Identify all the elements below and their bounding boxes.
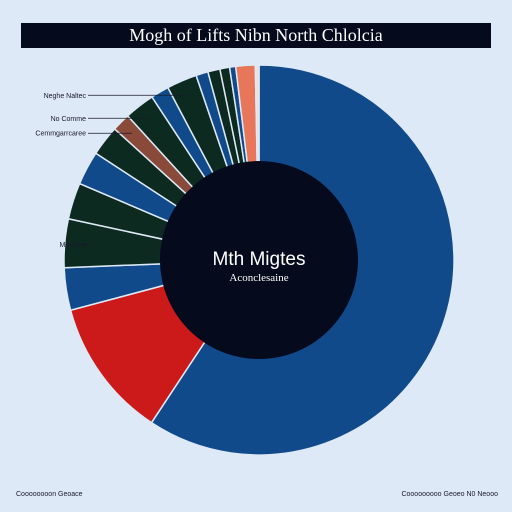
footer-left-note: Coooooooon Geoace	[16, 491, 83, 498]
slice-label-8: No Comme	[51, 116, 87, 123]
slice-label-10: Neghe Naltec	[44, 93, 87, 100]
center-title: Mth Migtes	[213, 249, 306, 270]
chart-title-bar: Mogh of Lifts Nibn North Chlolcia	[21, 23, 491, 48]
slice-label-3: Measino	[60, 242, 87, 249]
chart-title: Mogh of Lifts Nibn North Chlolcia	[129, 25, 383, 45]
donut-hole	[160, 161, 358, 359]
slice-label-7: Cemmgarrcaree	[35, 131, 86, 138]
center-subtitle: Aconclesaine	[229, 272, 288, 284]
footer-right-note: Cooooooooo Geoeo N0 Neooo	[401, 491, 498, 498]
